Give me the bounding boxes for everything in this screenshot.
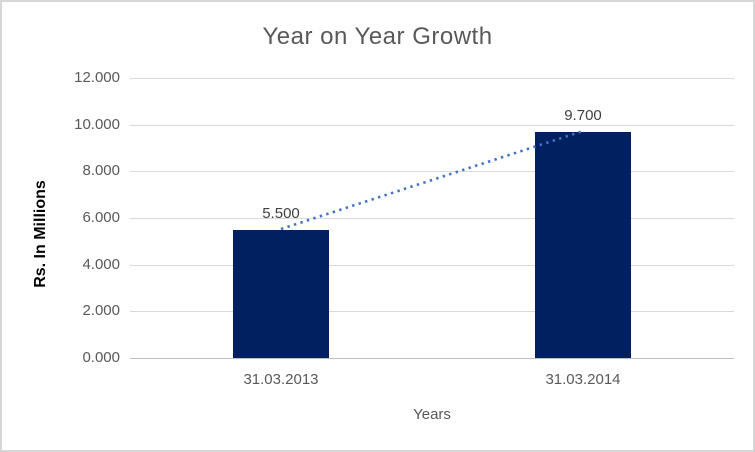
y-tick-label: 8.000 [82,162,120,179]
y-tick-label: 0.000 [82,349,120,366]
bar-31.03.2014 [535,132,631,358]
x-tick-label: 31.03.2013 [243,371,319,388]
gridline [130,171,734,172]
y-tick-label: 4.000 [82,256,120,273]
gridline [130,78,734,79]
gridline [130,265,734,266]
y-tick-label: 6.000 [82,209,120,226]
data-label: 5.500 [262,205,300,222]
plot-area: 5.500 9.700 [130,78,734,359]
gridline [130,218,734,219]
chart-title: Year on Year Growth [262,23,493,50]
data-label: 9.700 [564,107,602,124]
bar-31.03.2013 [233,230,329,358]
x-tick-label: 31.03.2014 [545,371,621,388]
gridline [130,125,734,126]
gridline [130,311,734,312]
x-axis-title: Years [413,406,451,423]
y-tick-label: 12.000 [74,69,120,86]
y-tick-label: 10.000 [74,116,120,133]
y-tick-label: 2.000 [82,302,120,319]
